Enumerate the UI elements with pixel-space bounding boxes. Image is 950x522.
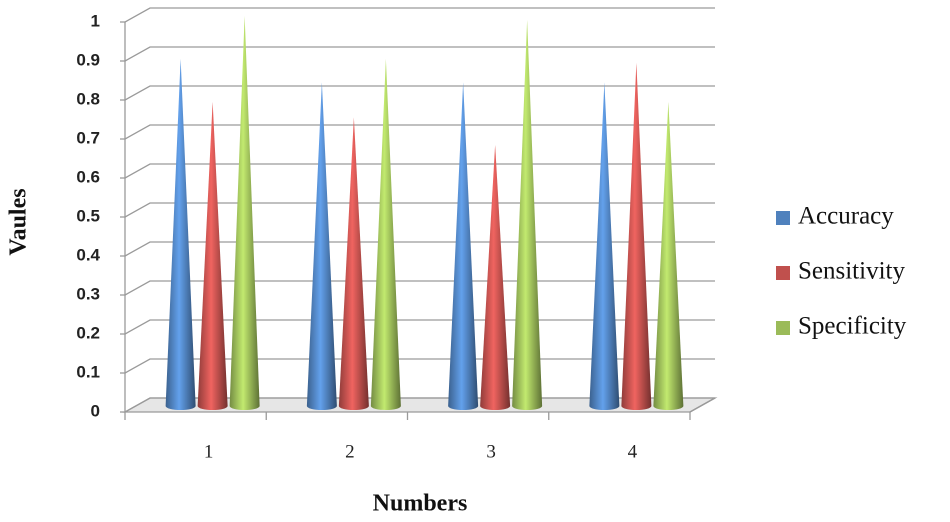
y-tick-label: 0.6 xyxy=(76,167,100,186)
legend-label: Sensitivity xyxy=(798,258,905,285)
x-tick-label: 1 xyxy=(204,441,214,462)
cone xyxy=(197,101,228,411)
grid-line xyxy=(124,46,715,62)
cone xyxy=(229,16,260,410)
x-axis-title: Numbers xyxy=(373,491,468,517)
cone xyxy=(338,117,369,411)
cone xyxy=(512,19,543,411)
y-tick-label: 0.2 xyxy=(76,323,100,342)
y-tick-label: 0.4 xyxy=(76,245,100,264)
y-tick-label: 1 xyxy=(91,11,100,30)
x-tick-label: 4 xyxy=(628,441,638,462)
y-tick-label: 0.3 xyxy=(76,284,100,303)
legend-label: Specificity xyxy=(798,313,907,340)
cone xyxy=(480,144,511,410)
y-tick-label: 0.5 xyxy=(76,206,100,225)
legend-label: Accuracy xyxy=(798,203,894,230)
cone xyxy=(621,62,652,411)
y-tick-label: 0.7 xyxy=(76,128,100,147)
right-floor-edge xyxy=(689,397,716,413)
grid-line xyxy=(124,85,715,101)
cone xyxy=(370,58,401,411)
y-tick-label: 0.1 xyxy=(76,362,100,381)
y-tick-label: 0.8 xyxy=(76,89,100,108)
y-axis-title: Vaules xyxy=(6,188,32,255)
cone xyxy=(448,82,479,411)
grid-line xyxy=(124,7,715,23)
legend-swatch xyxy=(776,211,790,225)
cone xyxy=(306,82,337,411)
cone xyxy=(165,58,196,411)
legend-swatch xyxy=(776,266,790,280)
x-tick-label: 2 xyxy=(345,441,355,462)
cone xyxy=(653,101,684,411)
x-tick-label: 3 xyxy=(486,441,496,462)
y-tick-label: 0.9 xyxy=(76,50,100,69)
legend-swatch xyxy=(776,321,790,335)
cone xyxy=(589,82,620,411)
y-tick-label: 0 xyxy=(91,401,100,420)
